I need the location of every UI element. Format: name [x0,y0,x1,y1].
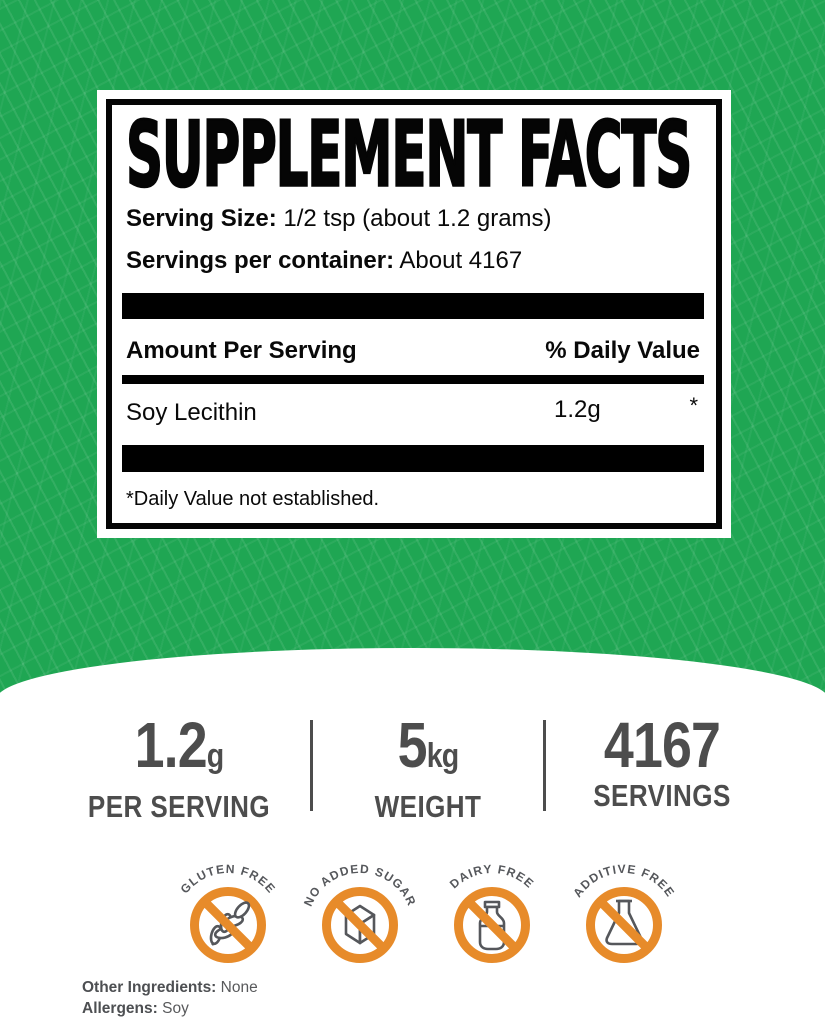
footer-info: Other Ingredients: None Allergens: Soy [0,977,825,1019]
ingredient-row: Soy Lecithin 1.2g * [126,393,700,427]
divider-bar-thin [122,375,704,384]
stats-divider-left [309,720,313,811]
serving-size-value: 1/2 tsp (about 1.2 grams) [283,205,552,232]
serving-size-label: Serving Size: [126,205,277,232]
stat-per-serving-value: 1.2g [134,709,224,781]
badges-row: GLUTEN FREE NO ADDED SUG [9,853,825,971]
supplement-facts-title: SUPPLEMENT FACTS [125,101,693,207]
stat-per-serving: 1.2g PER SERVING [48,712,310,825]
badge-dairy-free-label: DAIRY FREE [446,862,535,891]
stat-servings-label: SERVINGS [592,778,731,813]
stat-weight-value: 5kg [397,709,459,781]
other-ingredients-value: None [220,979,258,996]
amount-per-serving-header: Amount Per Serving [126,337,357,364]
ingredient-amount: 1.2g [554,396,601,423]
divider-bar-bottom [122,445,704,472]
servings-per-container-value: About 4167 [399,247,523,274]
badge-gluten-free: GLUTEN FREE [167,853,289,971]
serving-size-line: Serving Size: 1/2 tsp (about 1.2 grams) [126,203,700,235]
milk-bottle-icon: DAIRY FREE [446,862,536,963]
stat-weight: 5kg WEIGHT [313,712,543,825]
daily-value-footnote: *Daily Value not established. [126,488,380,510]
facts-header-row: Amount Per Serving % Daily Value [126,337,700,365]
stat-weight-unit: kg [426,737,458,775]
divider-bar-top [122,293,704,319]
stat-per-serving-unit: g [206,737,223,775]
badge-additive-free: ADDITIVE FREE [563,853,685,971]
allergens-label: Allergens: [82,1000,158,1017]
stats-divider-right [542,720,546,811]
servings-per-container-line: Servings per container: About 4167 [126,245,700,277]
badge-dairy-free: DAIRY FREE [431,853,553,971]
badge-no-added-sugar: NO ADDED SUGAR [299,853,421,971]
stats-row: 1.2g PER SERVING 5kg WEIGHT 4167 SERVING… [0,712,825,825]
daily-value-header: % Daily Value [545,337,700,364]
wheat-icon: GLUTEN FREE [177,862,277,963]
svg-text:DAIRY FREE: DAIRY FREE [446,862,536,891]
other-ingredients-line: Other Ingredients: None [82,977,825,998]
bottom-section: 1.2g PER SERVING 5kg WEIGHT 4167 SERVING… [0,648,825,1024]
other-ingredients-label: Other Ingredients: [82,979,217,996]
badge-no-added-sugar-label: NO ADDED SUGAR [300,862,417,909]
supplement-facts-border: SUPPLEMENT FACTS Serving Size: 1/2 tsp (… [106,99,722,529]
stat-servings-value: 4167 [603,709,720,781]
stat-weight-label: WEIGHT [374,789,481,824]
ingredient-name: Soy Lecithin [126,399,257,426]
allergens-value: Soy [162,1000,189,1017]
allergens-line: Allergens: Soy [82,998,825,1019]
svg-text:NO ADDED SUGAR: NO ADDED SUGAR [300,862,418,909]
supplement-facts-panel: SUPPLEMENT FACTS Serving Size: 1/2 tsp (… [97,90,731,538]
sugar-cube-icon: NO ADDED SUGAR [300,862,418,963]
flask-icon: ADDITIVE FREE [570,862,676,963]
stat-per-serving-label: PER SERVING [87,789,270,824]
servings-per-container-label: Servings per container: [126,247,395,274]
ingredient-daily-value: * [689,393,698,418]
stat-servings: 4167 SERVINGS [546,712,778,825]
